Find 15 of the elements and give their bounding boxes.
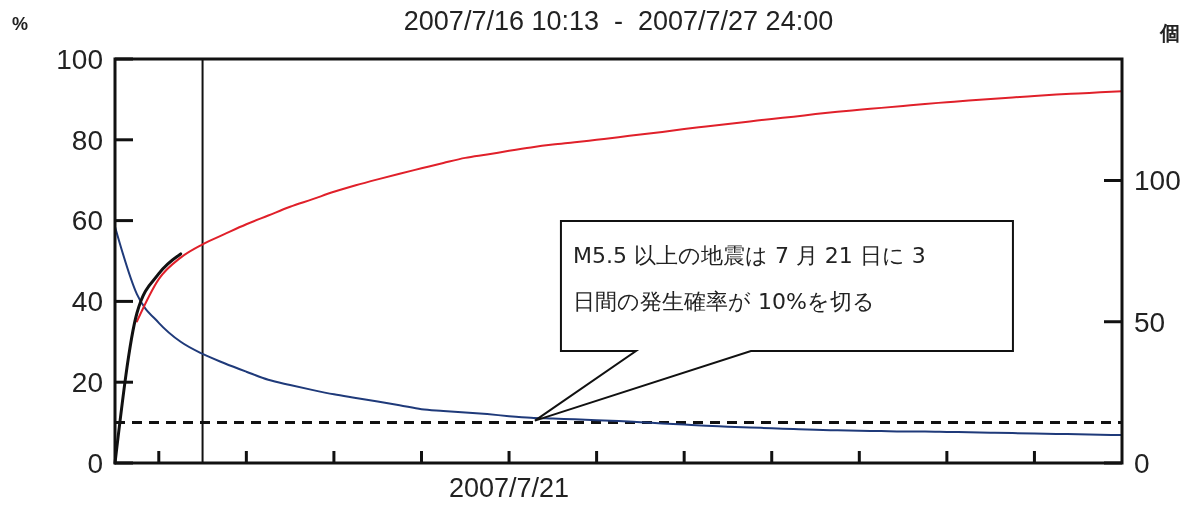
y2-axis-title: 個	[1159, 22, 1180, 44]
line-series	[135, 90, 1123, 323]
x-tick-label: 2007/7/21	[448, 473, 570, 503]
y-tick-label: 100	[56, 43, 103, 75]
chart-title: 2007/7/16 10:13 - 2007/7/27 24:00	[403, 6, 834, 36]
y-tick-label: 40	[71, 286, 103, 318]
y-axis-title: %	[11, 14, 29, 34]
y-tick-label: 0	[87, 447, 103, 479]
annotation: M5.5 以上の地震は 7 月 21 日に 3 日間の発生確率が 10%を切る	[572, 243, 926, 314]
y2-tick-label: 0	[1134, 447, 1150, 479]
y2-tick-label: 50	[1134, 306, 1166, 338]
y-tick-label: 20	[71, 367, 103, 398]
y-tick-label: 80	[71, 124, 103, 156]
y-tick-label: 60	[71, 205, 103, 237]
y2-tick-label: 100	[1134, 165, 1181, 197]
